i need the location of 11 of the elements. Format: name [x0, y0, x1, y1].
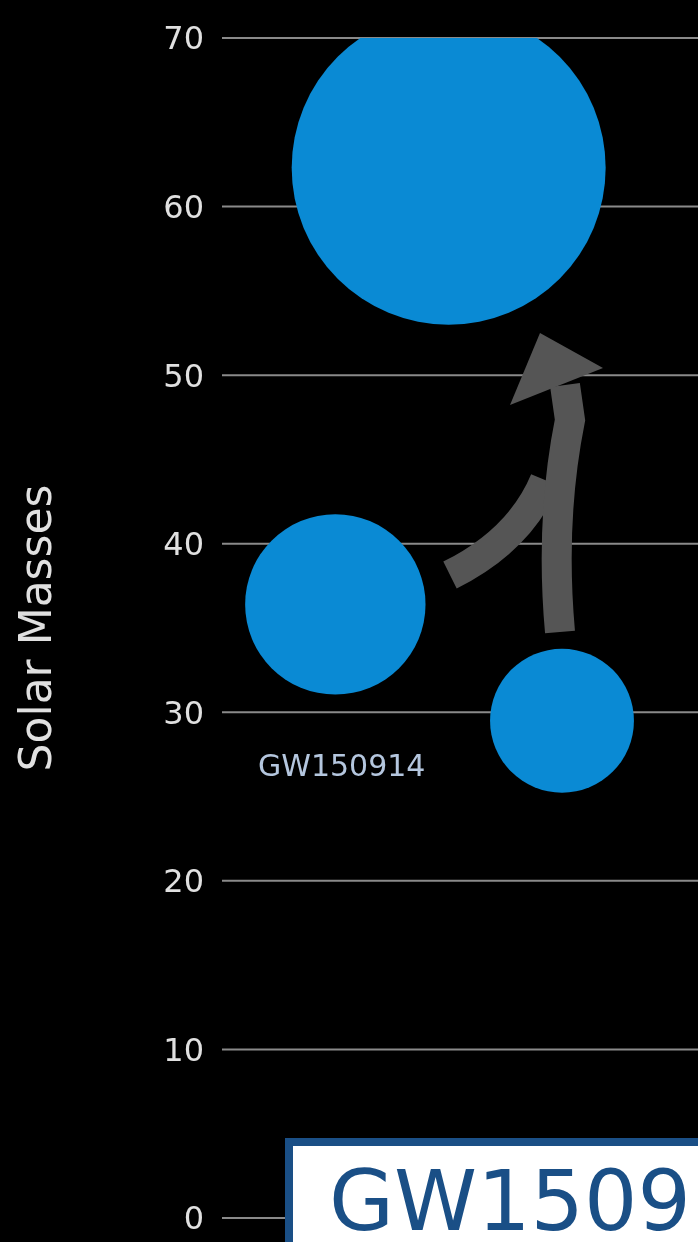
y-tick-label: 0: [183, 1199, 204, 1238]
y-tick-label: 10: [163, 1030, 204, 1069]
y-axis-title: Solar Masses: [9, 484, 61, 772]
y-tick-label: 60: [163, 187, 204, 226]
y-tick-label: 70: [163, 19, 204, 58]
annotation: GW150914: [258, 748, 426, 783]
y-tick-label: 40: [163, 525, 204, 564]
y-tick-label: 30: [163, 693, 204, 732]
y-tick-label: 20: [163, 862, 204, 901]
y-tick-label: 50: [163, 356, 204, 395]
annotation: GW1509: [285, 1138, 698, 1242]
